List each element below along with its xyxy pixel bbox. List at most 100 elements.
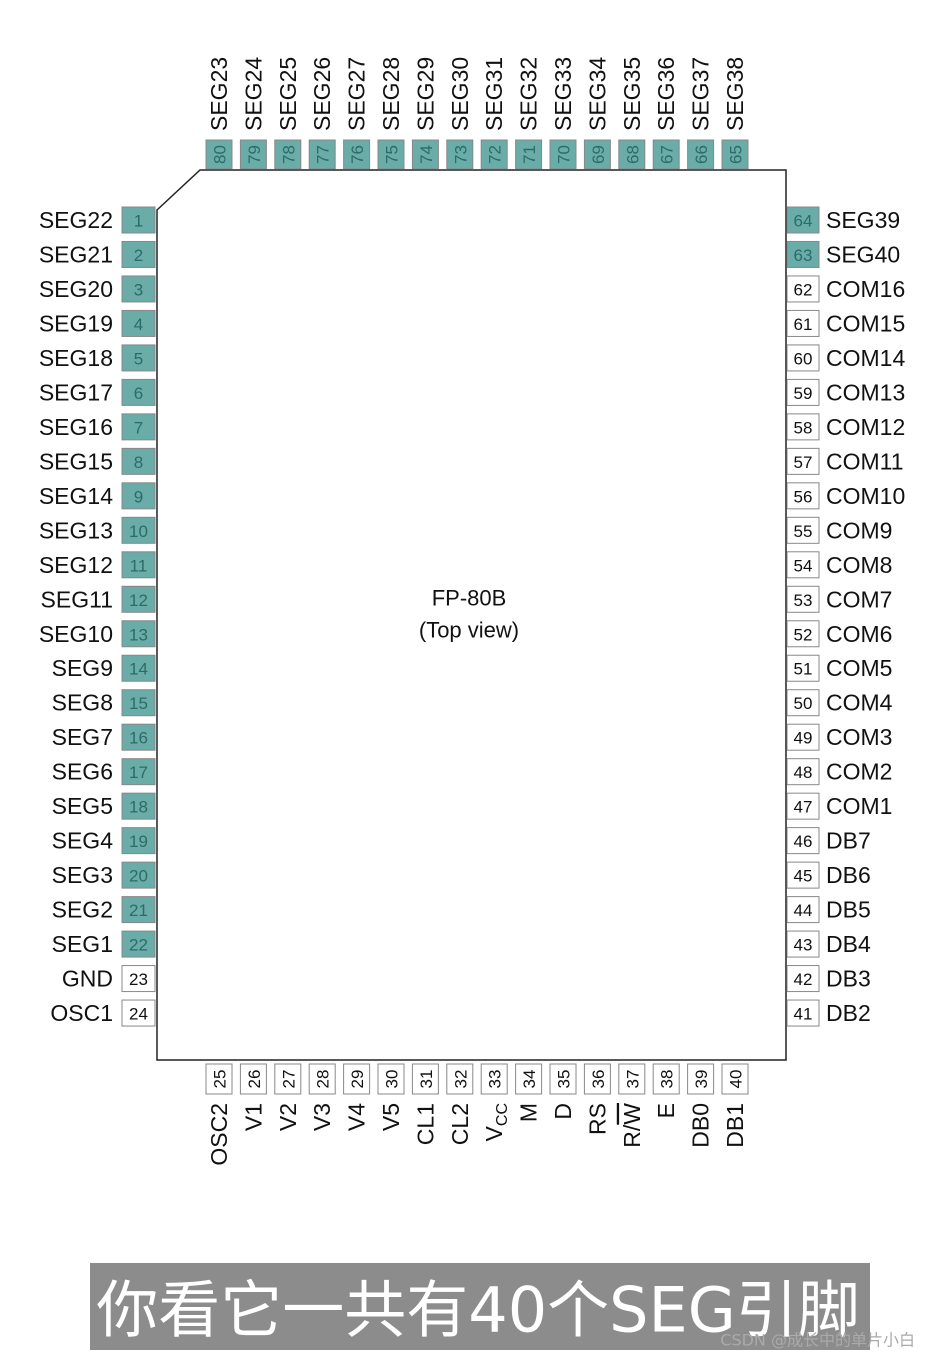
pin-box bbox=[377, 139, 405, 170]
pin-label: COM12 bbox=[826, 414, 905, 440]
pin-box bbox=[786, 309, 820, 337]
pin-number: 76 bbox=[348, 145, 367, 164]
pin-box bbox=[786, 792, 820, 820]
caption-bg bbox=[90, 1263, 870, 1350]
pin-label: SEG26 bbox=[309, 57, 335, 131]
pin-box bbox=[205, 139, 233, 170]
pin-number: 51 bbox=[794, 660, 813, 679]
pin-label-text: SEG40 bbox=[826, 241, 900, 267]
pin-label-text: V bbox=[481, 1125, 507, 1141]
pin-number: 7 bbox=[134, 418, 143, 437]
pin-label: SEG35 bbox=[619, 57, 645, 131]
pin-number: 72 bbox=[486, 145, 505, 164]
pin-label-text: V4 bbox=[344, 1103, 370, 1131]
pin-label-text: E bbox=[653, 1103, 679, 1118]
pin-label-text: DB7 bbox=[826, 828, 871, 854]
pin-box bbox=[786, 620, 820, 648]
pin-number: 34 bbox=[520, 1070, 539, 1089]
pin-number: 45 bbox=[794, 867, 813, 886]
pin-number: 49 bbox=[794, 729, 813, 748]
pin-number: 13 bbox=[129, 625, 148, 644]
pin-box bbox=[652, 1063, 680, 1095]
pin-box bbox=[618, 139, 646, 170]
pin-number: 57 bbox=[794, 453, 813, 472]
pin-label: V5 bbox=[378, 1103, 404, 1131]
pin-label: SEG34 bbox=[584, 57, 610, 131]
pin-label: SEG37 bbox=[688, 57, 714, 131]
pin-label: SEG33 bbox=[550, 57, 576, 131]
pin-box bbox=[618, 1063, 646, 1095]
pin-number: 50 bbox=[794, 694, 813, 713]
pin-label: SEG12 bbox=[39, 552, 113, 578]
pin-number: 55 bbox=[794, 522, 813, 541]
pin-number: 62 bbox=[794, 280, 813, 299]
pin-label-text: DB4 bbox=[826, 931, 871, 957]
pin-label: SEG11 bbox=[41, 586, 113, 612]
pin-label: SEG10 bbox=[39, 621, 113, 647]
pin-label: COM16 bbox=[826, 276, 905, 302]
pin-label-text: COM3 bbox=[826, 724, 892, 750]
pin-number: 15 bbox=[129, 694, 148, 713]
pin-box bbox=[721, 1063, 749, 1095]
pin-label-text: RS bbox=[584, 1103, 610, 1135]
pin-number: 35 bbox=[555, 1070, 574, 1089]
pin-label: D bbox=[550, 1103, 576, 1120]
pin-box bbox=[786, 965, 820, 993]
pin-box bbox=[121, 482, 156, 510]
pin-label-text: OSC2 bbox=[206, 1103, 232, 1166]
pin-box bbox=[121, 344, 156, 372]
pin-label: SEG2 bbox=[52, 897, 113, 923]
pin-label: SEG7 bbox=[52, 724, 113, 750]
watermark: CSDN @成长中的单片小白 bbox=[720, 1331, 915, 1350]
pin-box bbox=[480, 1063, 508, 1095]
pin-number: 59 bbox=[794, 384, 813, 403]
pin-number: 77 bbox=[314, 145, 333, 164]
pin-label: RS bbox=[584, 1103, 610, 1135]
pin-number: 33 bbox=[486, 1070, 505, 1089]
pin-number: 29 bbox=[348, 1070, 367, 1089]
pin-label: SEG40 bbox=[826, 241, 900, 267]
pin-label: COM5 bbox=[826, 655, 892, 681]
pin-number: 67 bbox=[658, 145, 677, 164]
pin-label: DB7 bbox=[826, 828, 871, 854]
pin-number: 58 bbox=[794, 418, 813, 437]
pin-number: 39 bbox=[692, 1070, 711, 1089]
pin-label: SEG1 bbox=[52, 931, 113, 957]
pin-number: 68 bbox=[623, 145, 642, 164]
pin-box bbox=[121, 758, 156, 786]
pin-label-text: DB2 bbox=[826, 1000, 871, 1026]
pin-label: OSC1 bbox=[50, 1000, 113, 1026]
pin-box bbox=[786, 482, 820, 510]
pin-box bbox=[687, 139, 715, 170]
pin-box bbox=[411, 139, 439, 170]
pin-box bbox=[786, 516, 820, 544]
pin-label-text: SEG37 bbox=[688, 57, 714, 131]
pin-box bbox=[121, 585, 156, 613]
pin-label: SEG6 bbox=[52, 759, 113, 785]
pin-label-text: SEG36 bbox=[653, 57, 679, 131]
pin-label: COM2 bbox=[826, 759, 892, 785]
pin-number: 71 bbox=[520, 145, 539, 164]
pin-label: V1 bbox=[240, 1103, 266, 1131]
pin-box bbox=[786, 827, 820, 855]
pin-number: 38 bbox=[658, 1070, 677, 1089]
pin-number: 19 bbox=[129, 832, 148, 851]
pin-label: DB1 bbox=[722, 1103, 748, 1148]
pin-label: DB5 bbox=[826, 897, 871, 923]
pin-number: 26 bbox=[245, 1070, 264, 1089]
pin-box bbox=[308, 1063, 336, 1095]
pin-label: COM4 bbox=[826, 690, 893, 716]
pin-box bbox=[786, 413, 820, 441]
pin-label: SEG23 bbox=[206, 57, 232, 131]
pin-label-text: SEG31 bbox=[481, 57, 507, 131]
pin-label: SEG19 bbox=[39, 310, 113, 336]
pin-number: 40 bbox=[727, 1070, 746, 1089]
pin-label-text: SEG23 bbox=[206, 57, 232, 131]
pin-label-text: SEG5 bbox=[52, 793, 113, 819]
pin-number: 53 bbox=[794, 591, 813, 610]
pin-label: DB4 bbox=[826, 931, 871, 957]
pin-label-text: SEG16 bbox=[39, 414, 113, 440]
pin-box bbox=[205, 1063, 233, 1095]
pin-label-text: SEG4 bbox=[52, 828, 114, 854]
